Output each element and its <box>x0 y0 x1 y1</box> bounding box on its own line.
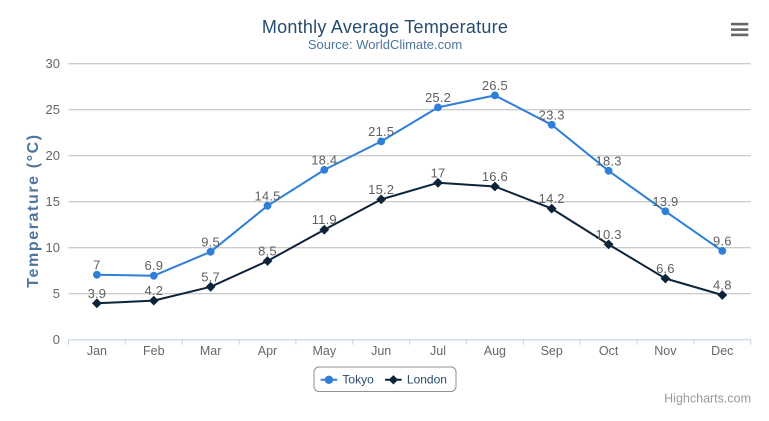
svg-text:25: 25 <box>46 102 60 117</box>
svg-text:13.9: 13.9 <box>652 194 678 209</box>
svg-text:3.9: 3.9 <box>88 286 107 301</box>
svg-text:Jun: Jun <box>371 344 391 358</box>
svg-text:Highcharts.com: Highcharts.com <box>664 392 751 406</box>
svg-text:9.6: 9.6 <box>713 233 732 248</box>
svg-text:20: 20 <box>46 148 60 163</box>
svg-text:9.5: 9.5 <box>201 234 220 249</box>
svg-text:Sep: Sep <box>541 344 563 358</box>
svg-text:Nov: Nov <box>654 344 677 358</box>
svg-text:Aug: Aug <box>484 344 506 358</box>
svg-text:8.5: 8.5 <box>258 244 277 259</box>
svg-text:16.6: 16.6 <box>482 169 508 184</box>
svg-text:15.2: 15.2 <box>368 182 394 197</box>
svg-text:Mar: Mar <box>200 344 222 358</box>
svg-text:14.2: 14.2 <box>539 191 565 206</box>
svg-text:30: 30 <box>46 56 60 71</box>
svg-text:4.8: 4.8 <box>713 278 732 293</box>
svg-text:11.9: 11.9 <box>312 212 337 227</box>
svg-text:10.3: 10.3 <box>596 227 622 242</box>
svg-text:26.5: 26.5 <box>482 78 508 93</box>
svg-text:Monthly Average Temperature: Monthly Average Temperature <box>262 17 508 37</box>
svg-text:23.3: 23.3 <box>539 107 565 122</box>
svg-text:Source: WorldClimate.com: Source: WorldClimate.com <box>308 37 462 52</box>
svg-text:Tokyo: Tokyo <box>342 373 374 387</box>
svg-text:London: London <box>407 373 447 387</box>
svg-text:14.5: 14.5 <box>254 188 280 203</box>
svg-text:25.2: 25.2 <box>425 90 451 105</box>
svg-text:Jan: Jan <box>87 344 107 358</box>
svg-text:5: 5 <box>53 286 60 301</box>
svg-text:6.6: 6.6 <box>656 261 675 276</box>
svg-text:Apr: Apr <box>258 344 277 358</box>
svg-text:4.2: 4.2 <box>144 283 163 298</box>
svg-text:0: 0 <box>53 332 60 347</box>
svg-text:Jul: Jul <box>430 344 446 358</box>
svg-text:21.5: 21.5 <box>368 124 394 139</box>
svg-text:May: May <box>312 344 336 358</box>
svg-text:Oct: Oct <box>599 344 619 358</box>
svg-text:18.3: 18.3 <box>596 153 622 168</box>
svg-text:17: 17 <box>431 165 446 180</box>
svg-text:5.7: 5.7 <box>201 269 220 284</box>
svg-text:Feb: Feb <box>143 344 165 358</box>
svg-text:Temperature (°C): Temperature (°C) <box>25 133 42 287</box>
svg-text:18.4: 18.4 <box>311 152 337 167</box>
svg-text:7: 7 <box>93 257 100 272</box>
svg-text:15: 15 <box>46 194 60 209</box>
svg-text:Dec: Dec <box>711 344 733 358</box>
svg-text:10: 10 <box>46 240 60 255</box>
svg-text:6.9: 6.9 <box>144 258 163 273</box>
